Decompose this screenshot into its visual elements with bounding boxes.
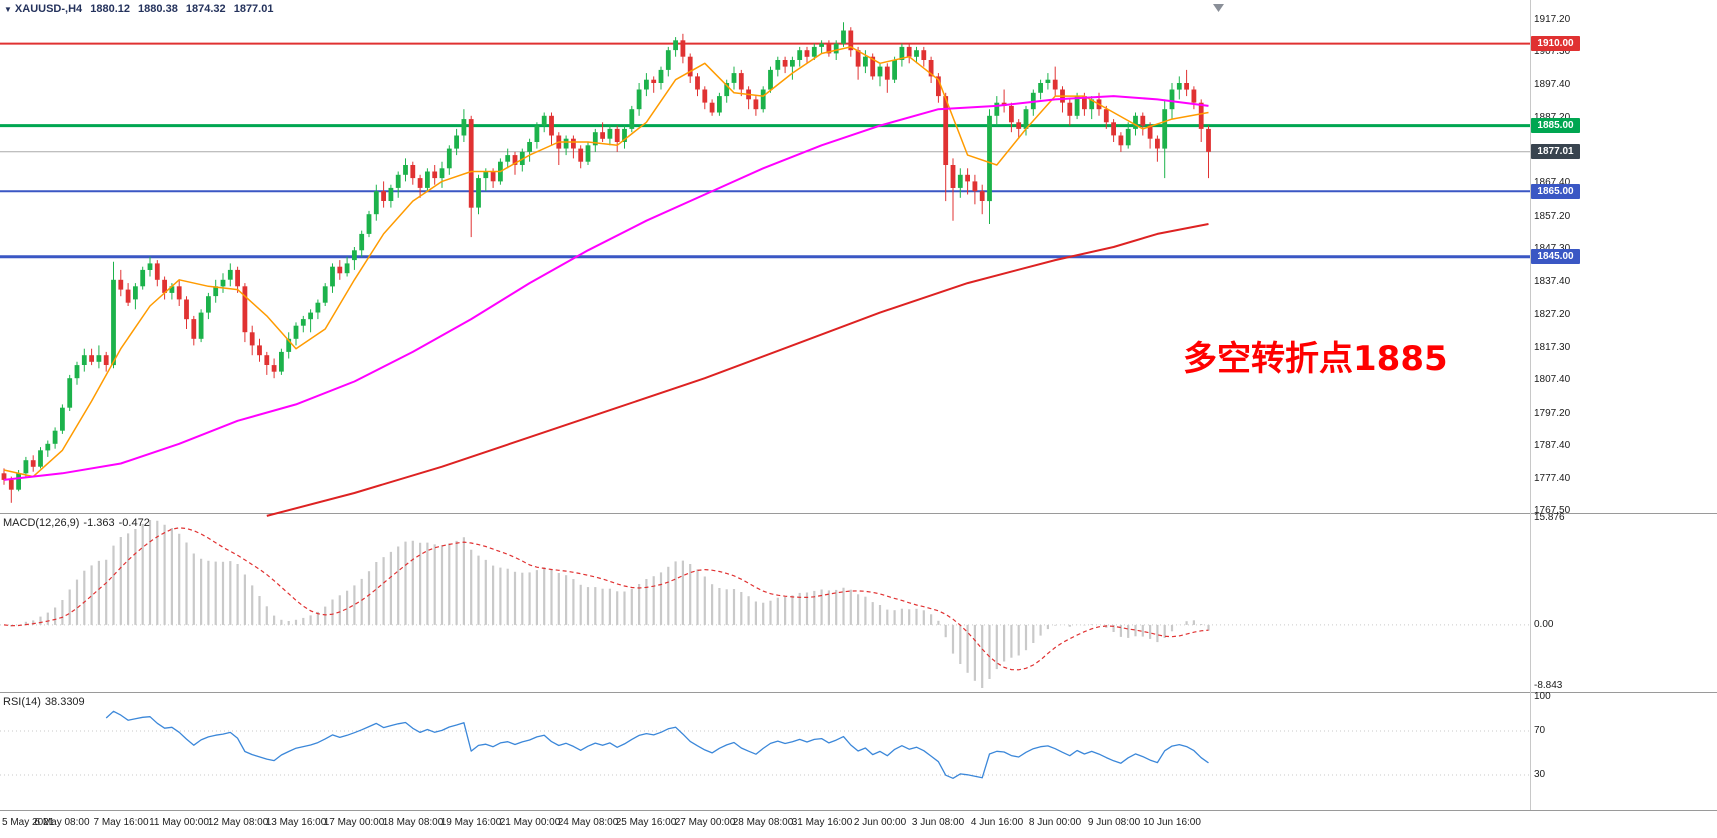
macd-histogram [10, 520, 1210, 688]
time-axis-label: 27 May 00:00 [674, 817, 736, 828]
macd-main-value: -1.363 [83, 517, 115, 529]
ma-slow-red-line [266, 223, 1209, 517]
time-axis-label: 13 May 16:00 [265, 817, 327, 828]
time-axis-label: 24 May 08:00 [557, 817, 619, 828]
chart-shift-marker-icon[interactable] [1213, 4, 1224, 12]
ohlc-high-value: 1880.38 [138, 3, 178, 15]
rsi-indicator-label: RSI(14) 38.3309 [3, 696, 89, 708]
time-axis-label: 25 May 16:00 [615, 817, 677, 828]
time-axis-label: 9 Jun 08:00 [1087, 817, 1141, 828]
price-badge-1910.00: 1910.00 [1531, 36, 1580, 51]
price-tick-1867.40: 1867.40 [1534, 177, 1571, 188]
macd-scale-15.876: 15.876 [1534, 512, 1565, 523]
rsi-scale-30: 30 [1534, 769, 1546, 780]
chart-header: ▼ XAUUSD-,H4 1880.12 1880.38 1874.32 1877… [4, 3, 278, 15]
time-axis-label: 2 Jun 00:00 [853, 817, 907, 828]
time-axis-label: 19 May 16:00 [440, 817, 502, 828]
price-tick-1847.30: 1847.30 [1534, 243, 1570, 255]
price-tick-1807.40: 1807.40 [1534, 374, 1571, 385]
time-axis-label: 31 May 16:00 [791, 817, 853, 828]
price-badge-1845.00: 1845.00 [1531, 249, 1580, 264]
ohlc-low-value: 1874.32 [185, 3, 226, 15]
price-tick-1917.20: 1917.20 [1534, 14, 1571, 25]
price-tick-1787.40: 1787.40 [1534, 440, 1571, 451]
time-axis-label: 11 May 00:00 [149, 817, 209, 828]
price-tick-1827.20: 1827.20 [1534, 309, 1571, 320]
rsi-scale-100: 100 [1534, 691, 1551, 702]
price-tick-1817.30: 1817.30 [1534, 342, 1571, 353]
macd-indicator-label: MACD(12,26,9) -1.363 -0.472 [3, 517, 154, 529]
time-axis-label: 17 May 00:00 [323, 817, 385, 828]
candles-layer [1, 22, 1211, 503]
time-axis-label: 4 Jun 16:00 [970, 817, 1024, 828]
macd-signal-value: -0.472 [118, 517, 150, 529]
ohlc-open-value: 1880.12 [90, 3, 130, 15]
macd-name-label: MACD(12,26,9) [3, 517, 80, 529]
time-axis-label: 6 May 08:00 [34, 817, 90, 828]
macd-scale--8.843: -8.843 [1534, 680, 1563, 691]
time-axis-label: 8 Jun 00:00 [1028, 817, 1082, 828]
rsi-name-label: RSI(14) [3, 696, 41, 708]
time-axis-label: 7 May 16:00 [93, 817, 149, 828]
price-tick-1797.20: 1797.20 [1534, 408, 1571, 419]
symbol-period-label: XAUUSD-,H4 [14, 3, 83, 15]
ma-fast-orange-line [3, 46, 1209, 478]
rsi-value: 38.3309 [44, 696, 85, 708]
macd-signal-line [3, 527, 1209, 671]
time-axis-label: 21 May 00:00 [499, 817, 561, 828]
rsi-line [105, 710, 1209, 779]
price-badge-1865.00: 1865.00 [1531, 184, 1580, 199]
macd-scale-0.00: 0.00 [1534, 619, 1554, 630]
price-tick-1887.20: 1887.20 [1534, 112, 1570, 124]
time-axis-label: 28 May 08:00 [732, 817, 794, 828]
price-tick-1857.20: 1857.20 [1534, 211, 1571, 222]
price-badge-1885.00: 1885.00 [1531, 118, 1580, 133]
time-axis-label: 3 Jun 08:00 [911, 817, 965, 828]
price-tick-1777.40: 1777.40 [1534, 473, 1571, 484]
price-badge-1877.01: 1877.01 [1531, 144, 1580, 159]
time-axis-label: 18 May 08:00 [382, 817, 444, 828]
price-tick-1837.40: 1837.40 [1534, 276, 1571, 287]
symbol-marker-icon: ▼ [4, 5, 12, 14]
price-tick-1907.30: 1907.30 [1534, 46, 1571, 57]
price-tick-1767.50: 1767.50 [1534, 505, 1571, 516]
time-axis-label: 10 Jun 16:00 [1143, 817, 1201, 828]
rsi-scale-70: 70 [1534, 725, 1546, 736]
annotation-text[interactable]: 多空转折点1885 [1183, 339, 1448, 379]
time-axis-label: 5 May 2021 [2, 817, 55, 828]
ohlc-close-value: 1877.01 [233, 3, 274, 15]
ma-mid-magenta-line [3, 95, 1209, 481]
price-tick-1897.40: 1897.40 [1534, 79, 1571, 90]
time-axis-label: 12 May 08:00 [207, 817, 269, 828]
